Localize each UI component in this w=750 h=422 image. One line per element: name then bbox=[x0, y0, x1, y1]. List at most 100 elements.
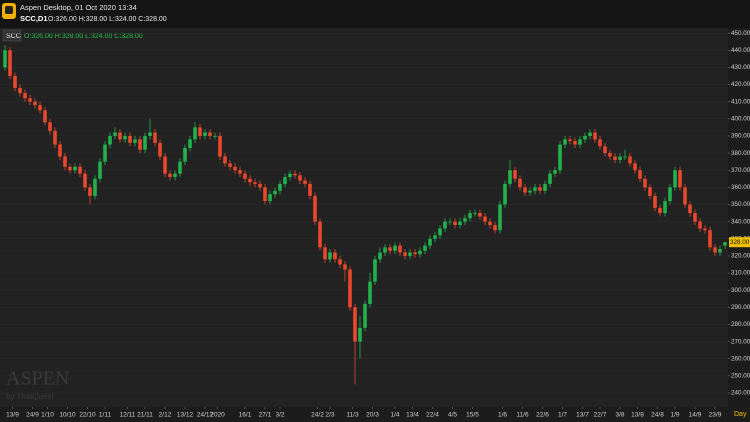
candle-body bbox=[633, 163, 637, 171]
y-tick-label: 350.00 bbox=[731, 201, 750, 208]
candle-body bbox=[403, 252, 407, 256]
candle-body bbox=[198, 127, 202, 136]
window-title: Aspen Desktop, 01 Oct 2020 13:34 bbox=[20, 3, 137, 12]
candle-body bbox=[133, 139, 137, 143]
candle-body bbox=[553, 170, 557, 174]
candle-body bbox=[303, 180, 307, 184]
candle-body bbox=[658, 207, 662, 214]
x-tick-label: 13/12 bbox=[177, 412, 194, 419]
candle-body bbox=[503, 183, 507, 205]
candle-body bbox=[173, 173, 177, 178]
legend-symbol: SCC bbox=[6, 33, 21, 40]
candle-body bbox=[428, 238, 432, 246]
candle-body bbox=[543, 183, 547, 191]
candle-body bbox=[148, 132, 152, 136]
y-tick-label: 360.00 bbox=[731, 184, 750, 191]
candle-body bbox=[333, 252, 337, 260]
candle-body bbox=[323, 247, 327, 260]
candle-body bbox=[43, 110, 47, 123]
y-tick-label: 290.00 bbox=[731, 304, 750, 311]
candle-body bbox=[598, 139, 602, 147]
candle-body bbox=[608, 153, 612, 157]
candle-body bbox=[448, 221, 452, 223]
candle-body bbox=[463, 218, 467, 222]
candle-body bbox=[13, 75, 17, 88]
last-price-label: 328.00 bbox=[730, 239, 750, 246]
y-tick-label: 280.00 bbox=[731, 321, 750, 328]
candle-body bbox=[168, 173, 172, 178]
candle-body bbox=[563, 139, 567, 145]
x-tick-label: 1/4 bbox=[390, 412, 399, 419]
x-tick-label: 1/6 bbox=[498, 412, 507, 419]
candle-body bbox=[523, 187, 527, 193]
candle-body bbox=[713, 247, 717, 253]
candle-body bbox=[413, 252, 417, 255]
y-tick-label: 300.00 bbox=[731, 287, 750, 294]
candle-body bbox=[558, 144, 562, 171]
candle-body bbox=[373, 259, 377, 282]
candle-body bbox=[648, 187, 652, 196]
x-tick-label: 3/2 bbox=[275, 412, 284, 419]
candle-body bbox=[513, 170, 517, 179]
y-tick-label: 370.00 bbox=[731, 167, 750, 174]
candle-body bbox=[28, 98, 32, 102]
candle-body bbox=[38, 105, 42, 111]
candle-body bbox=[183, 147, 187, 162]
candle-body bbox=[128, 135, 132, 143]
x-tick-label: 2020 bbox=[210, 412, 225, 419]
candle-body bbox=[583, 135, 587, 140]
y-tick-label: 390.00 bbox=[731, 133, 750, 140]
candle-body bbox=[343, 264, 347, 270]
x-tick-label: 22/4 bbox=[426, 412, 439, 419]
x-tick-label: 27/1 bbox=[259, 412, 272, 419]
candle-body bbox=[253, 182, 257, 184]
candle-body bbox=[588, 132, 592, 136]
candle-body bbox=[628, 156, 632, 164]
x-tick-label: 16/1 bbox=[239, 412, 252, 419]
x-tick-label: 24/2 bbox=[311, 412, 324, 419]
candle-body bbox=[118, 132, 122, 140]
candle-body bbox=[433, 235, 437, 239]
y-tick-label: 310.00 bbox=[731, 270, 750, 277]
candle-body bbox=[263, 187, 267, 202]
candle-body bbox=[93, 178, 97, 196]
candle-body bbox=[258, 183, 262, 188]
candle-body bbox=[273, 190, 277, 195]
watermark-sub: by ThaiQuest bbox=[6, 392, 54, 401]
x-tick-label: 22/10 bbox=[79, 412, 96, 419]
header-ohlc: O:326.00 H:328.00 L:324.00 C:328.00 bbox=[48, 16, 167, 23]
x-tick-label: 13/4 bbox=[406, 412, 419, 419]
candle-body bbox=[18, 87, 22, 94]
candle-body bbox=[478, 213, 482, 217]
candle-body bbox=[338, 259, 342, 265]
candle-body bbox=[393, 245, 397, 251]
candle-body bbox=[708, 230, 712, 248]
candle-body bbox=[468, 213, 472, 219]
last-price-marker bbox=[729, 237, 750, 248]
candle-body bbox=[533, 187, 537, 191]
candle-body bbox=[603, 146, 607, 154]
candle-body bbox=[63, 156, 67, 167]
candle-body bbox=[683, 187, 687, 205]
candle-body bbox=[53, 130, 57, 145]
candle-body bbox=[243, 173, 247, 179]
x-tick-label: 22/6 bbox=[536, 412, 549, 419]
y-axis-area bbox=[728, 28, 750, 407]
candle-body bbox=[528, 190, 532, 193]
candle-body bbox=[613, 156, 617, 160]
x-tick-label: 13/7 bbox=[576, 412, 589, 419]
x-tick-label: 15/5 bbox=[466, 412, 479, 419]
candle-body bbox=[363, 303, 367, 328]
candle-body bbox=[378, 252, 382, 260]
y-tick-label: 250.00 bbox=[731, 373, 750, 380]
candle-body bbox=[358, 327, 362, 342]
y-tick-label: 400.00 bbox=[731, 115, 750, 122]
candle-body bbox=[673, 170, 677, 188]
candle-body bbox=[313, 195, 317, 222]
candle-body bbox=[158, 142, 162, 157]
candle-body bbox=[8, 50, 12, 76]
candle-body bbox=[718, 249, 722, 253]
y-tick-label: 430.00 bbox=[731, 64, 750, 71]
